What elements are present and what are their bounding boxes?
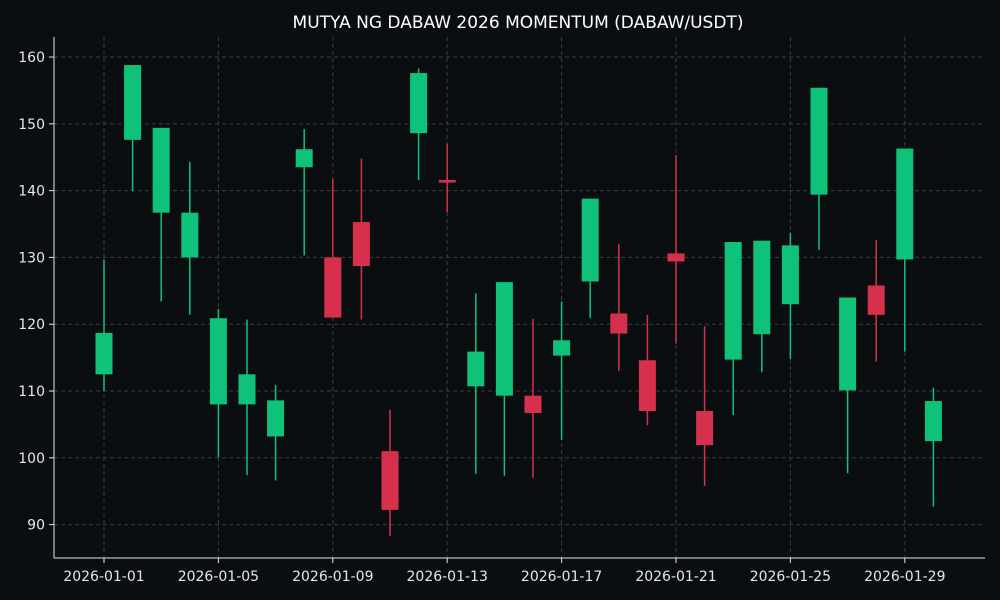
candle xyxy=(124,65,142,192)
x-tick-label: 2026-01-01 xyxy=(63,569,144,585)
candle-body xyxy=(753,240,771,335)
y-tick-label: 140 xyxy=(18,184,45,200)
candle xyxy=(95,259,113,392)
candle-body xyxy=(867,285,885,315)
candle xyxy=(553,301,571,440)
candle xyxy=(352,158,370,320)
candle xyxy=(267,385,285,481)
candle-body xyxy=(553,340,571,356)
candle-body xyxy=(295,149,313,168)
candle-body xyxy=(95,332,113,375)
candle xyxy=(238,319,256,476)
y-tick-label: 130 xyxy=(18,250,45,266)
x-tick-label: 2026-01-29 xyxy=(864,569,945,585)
candle xyxy=(867,240,885,362)
candle xyxy=(724,242,742,416)
y-tick-label: 150 xyxy=(18,117,45,133)
candle-body xyxy=(524,395,542,414)
chart-title: MUTYA NG DABAW 2026 MOMENTUM (DABAW/USDT… xyxy=(293,13,744,33)
candle-body xyxy=(810,87,828,195)
candle-body xyxy=(324,257,342,318)
candle xyxy=(924,387,942,507)
x-tick-labels: 2026-01-01 2026-01-05 2026-01-09 2026-01-13… xyxy=(63,558,945,585)
candle xyxy=(209,308,227,458)
x-tick-label: 2026-01-21 xyxy=(635,569,716,585)
candle-body xyxy=(238,374,256,405)
candle xyxy=(839,297,857,474)
x-tick-label: 2026-01-09 xyxy=(292,569,373,585)
candle xyxy=(581,198,599,319)
candle-body xyxy=(610,313,628,334)
candle xyxy=(295,129,313,256)
candle-body xyxy=(124,65,142,140)
candle xyxy=(495,282,513,476)
y-tick-label: 110 xyxy=(18,384,45,400)
candle xyxy=(810,87,828,251)
candle xyxy=(524,318,542,478)
candle xyxy=(438,143,456,213)
candles-layer xyxy=(95,65,942,536)
candle xyxy=(610,244,628,371)
x-tick-label: 2026-01-17 xyxy=(521,569,602,585)
candle xyxy=(696,326,714,486)
candle xyxy=(667,155,685,344)
candle xyxy=(896,148,914,352)
candle-body xyxy=(410,73,428,134)
x-tick-label: 2026-01-13 xyxy=(407,569,488,585)
candle-body xyxy=(352,222,370,267)
x-tick-label: 2026-01-05 xyxy=(178,569,259,585)
candle-body xyxy=(581,198,599,282)
candle-body xyxy=(181,212,199,258)
candle-body xyxy=(467,351,485,387)
candle xyxy=(410,68,428,180)
candle-body xyxy=(381,451,399,510)
candle xyxy=(324,179,342,319)
candle-body xyxy=(696,411,714,446)
candle-body xyxy=(638,360,656,412)
candle-body xyxy=(267,400,285,437)
candle xyxy=(381,409,399,536)
candle-body xyxy=(438,179,456,183)
candle-body xyxy=(495,282,513,396)
candle-body xyxy=(724,242,742,360)
candle xyxy=(152,127,170,302)
y-tick-label: 90 xyxy=(27,518,45,534)
candle-body xyxy=(152,127,170,213)
candle-body xyxy=(781,245,799,305)
x-tick-label: 2026-01-25 xyxy=(750,569,831,585)
candle xyxy=(753,240,771,373)
candle xyxy=(181,161,199,315)
candle-body xyxy=(667,253,685,262)
candle xyxy=(467,293,485,474)
candle xyxy=(781,232,799,359)
candle xyxy=(638,314,656,426)
candle-body xyxy=(924,401,942,442)
candle-body xyxy=(896,148,914,260)
y-tick-labels: 90 100 110 120 130 140 150 160 xyxy=(18,50,54,534)
y-tick-label: 160 xyxy=(18,50,45,66)
y-tick-label: 100 xyxy=(18,451,45,467)
y-tick-label: 120 xyxy=(18,317,45,333)
candle-body xyxy=(209,318,227,405)
candle-body xyxy=(839,297,857,391)
